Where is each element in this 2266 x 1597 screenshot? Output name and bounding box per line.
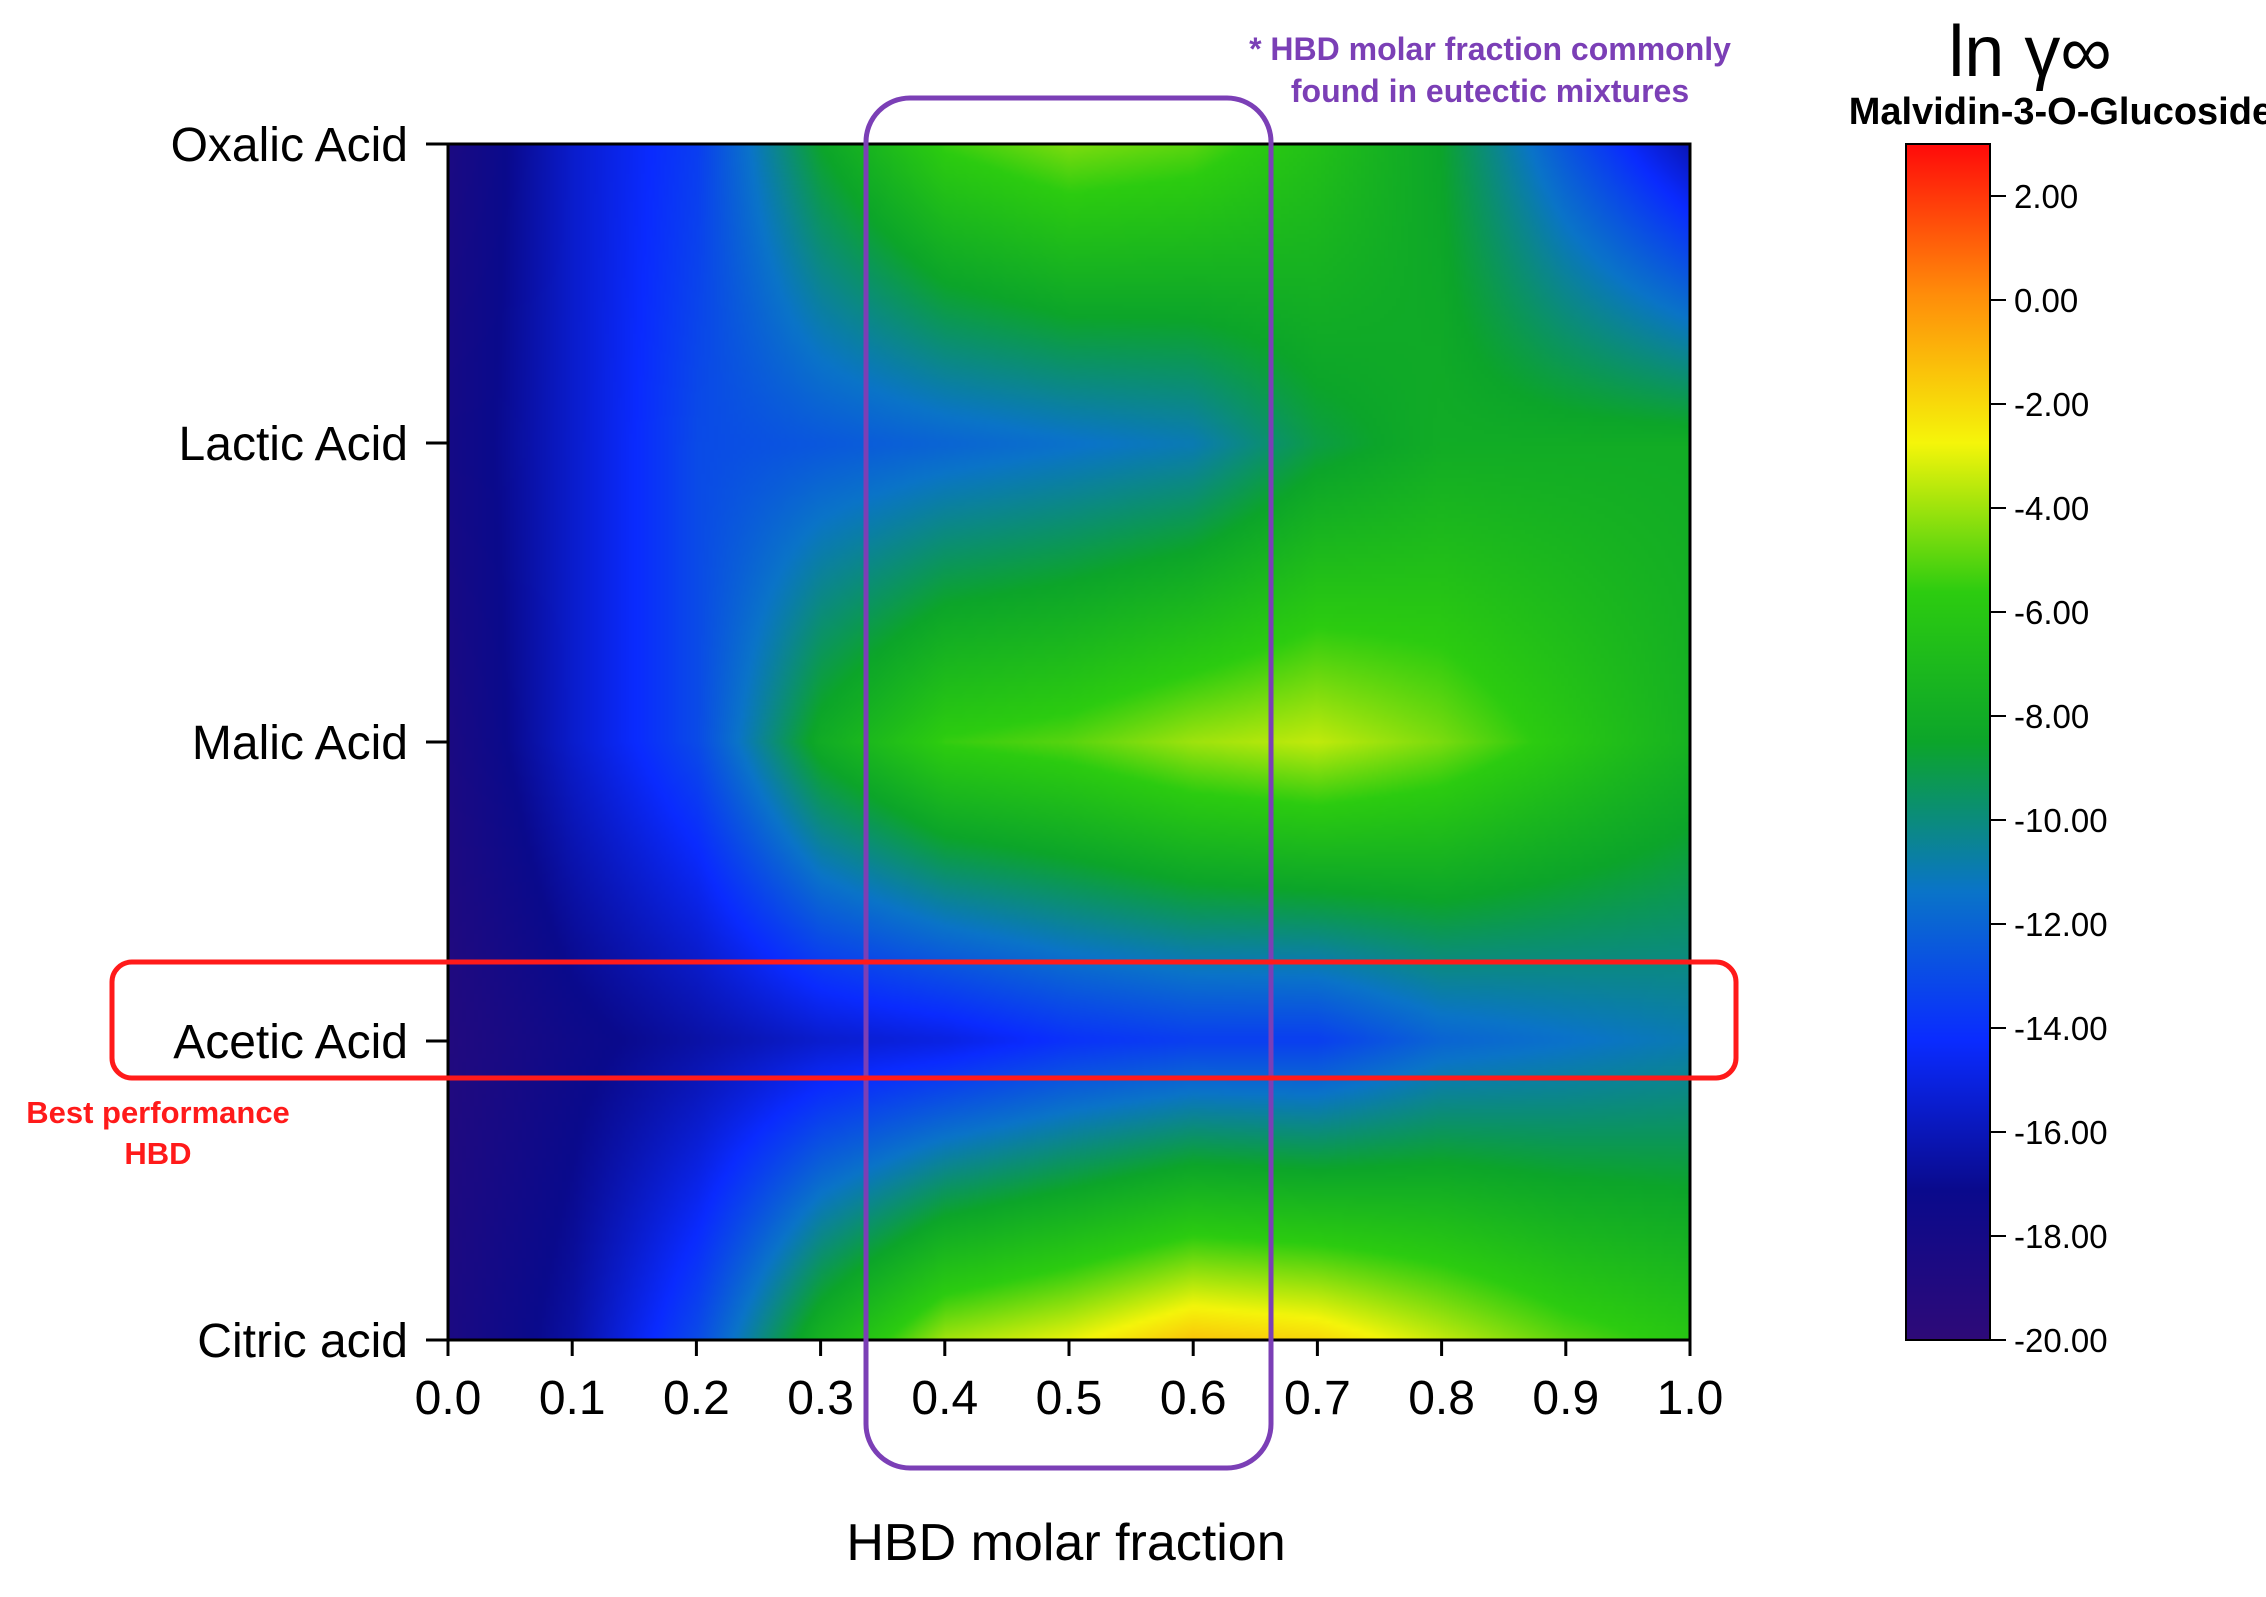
y-tick-label: Citric acid: [197, 1315, 408, 1368]
best-performance-note-line2: HBD: [124, 1136, 191, 1171]
best-performance-note-line1: Best performance: [26, 1095, 290, 1130]
x-tick-label: 0.2: [663, 1372, 730, 1425]
best-performance-box: [109, 959, 1739, 1081]
x-tick-label: 0.9: [1532, 1372, 1599, 1425]
colorbar-tick-label: -16.00: [2014, 1114, 2108, 1151]
x-tick-label: 0.3: [787, 1372, 854, 1425]
colorbar-ticks: 2.00 0.00 -2.00 -4.00 -6.00 -8.00 -10.00 -12.00…: [1990, 178, 2108, 1359]
colorbar: 2.00 0.00 -2.00 -4.00 -6.00 -8.00 -10.00 -12.00…: [1849, 12, 2266, 1359]
x-tick-label: 0.7: [1284, 1372, 1351, 1425]
heatmap-image: [448, 144, 1690, 1340]
colorbar-tick-label: 2.00: [2014, 178, 2078, 215]
colorbar-tick-label: -20.00: [2014, 1322, 2108, 1359]
y-tick-label: Lactic Acid: [179, 418, 408, 471]
y-tick-label: Acetic Acid: [173, 1016, 408, 1069]
colorbar-tick-label: 0.00: [2014, 282, 2078, 319]
x-tick-label: 0.6: [1160, 1372, 1227, 1425]
heatmap-cells: [448, 144, 1690, 1340]
colorbar-tick-label: -10.00: [2014, 802, 2108, 839]
eutectic-highlight-box: [863, 95, 1274, 1471]
colorbar-tick-label: -14.00: [2014, 1010, 2108, 1047]
colorbar-tick-label: -12.00: [2014, 906, 2108, 943]
x-tick-label: 0.1: [539, 1372, 606, 1425]
x-axis: 0.0 0.1 0.2 0.3 0.4 0.5 0.6 0.7 0.8 0.9 1.0: [415, 1340, 1724, 1425]
colorbar-subtitle: Malvidin-3-O-Glucoside+: [1849, 91, 2266, 133]
colorbar-title: ln γ∞: [1948, 12, 2111, 92]
y-tick-label: Oxalic Acid: [171, 119, 408, 172]
eutectic-note-line2: found in eutectic mixtures: [1291, 73, 1689, 109]
colorbar-tick-label: -8.00: [2014, 698, 2089, 735]
y-tick-label: Malic Acid: [192, 717, 408, 770]
x-tick-label: 0.0: [415, 1372, 482, 1425]
colorbar-tick-label: -2.00: [2014, 386, 2089, 423]
colorbar-tick-label: -4.00: [2014, 490, 2089, 527]
x-tick-label: 0.8: [1408, 1372, 1475, 1425]
colorbar-tick-label: -18.00: [2014, 1218, 2108, 1255]
x-tick-label: 0.5: [1036, 1372, 1103, 1425]
eutectic-note-line1: * HBD molar fraction commonly: [1249, 31, 1731, 67]
colorbar-tick-label: -6.00: [2014, 594, 2089, 631]
y-axis: Oxalic Acid Lactic Acid Malic Acid Acetic A…: [171, 119, 448, 1368]
x-tick-label: 0.4: [911, 1372, 978, 1425]
x-tick-label: 1.0: [1657, 1372, 1724, 1425]
colorbar-gradient: [1905, 143, 1991, 1341]
x-axis-label: HBD molar fraction: [846, 1514, 1285, 1572]
